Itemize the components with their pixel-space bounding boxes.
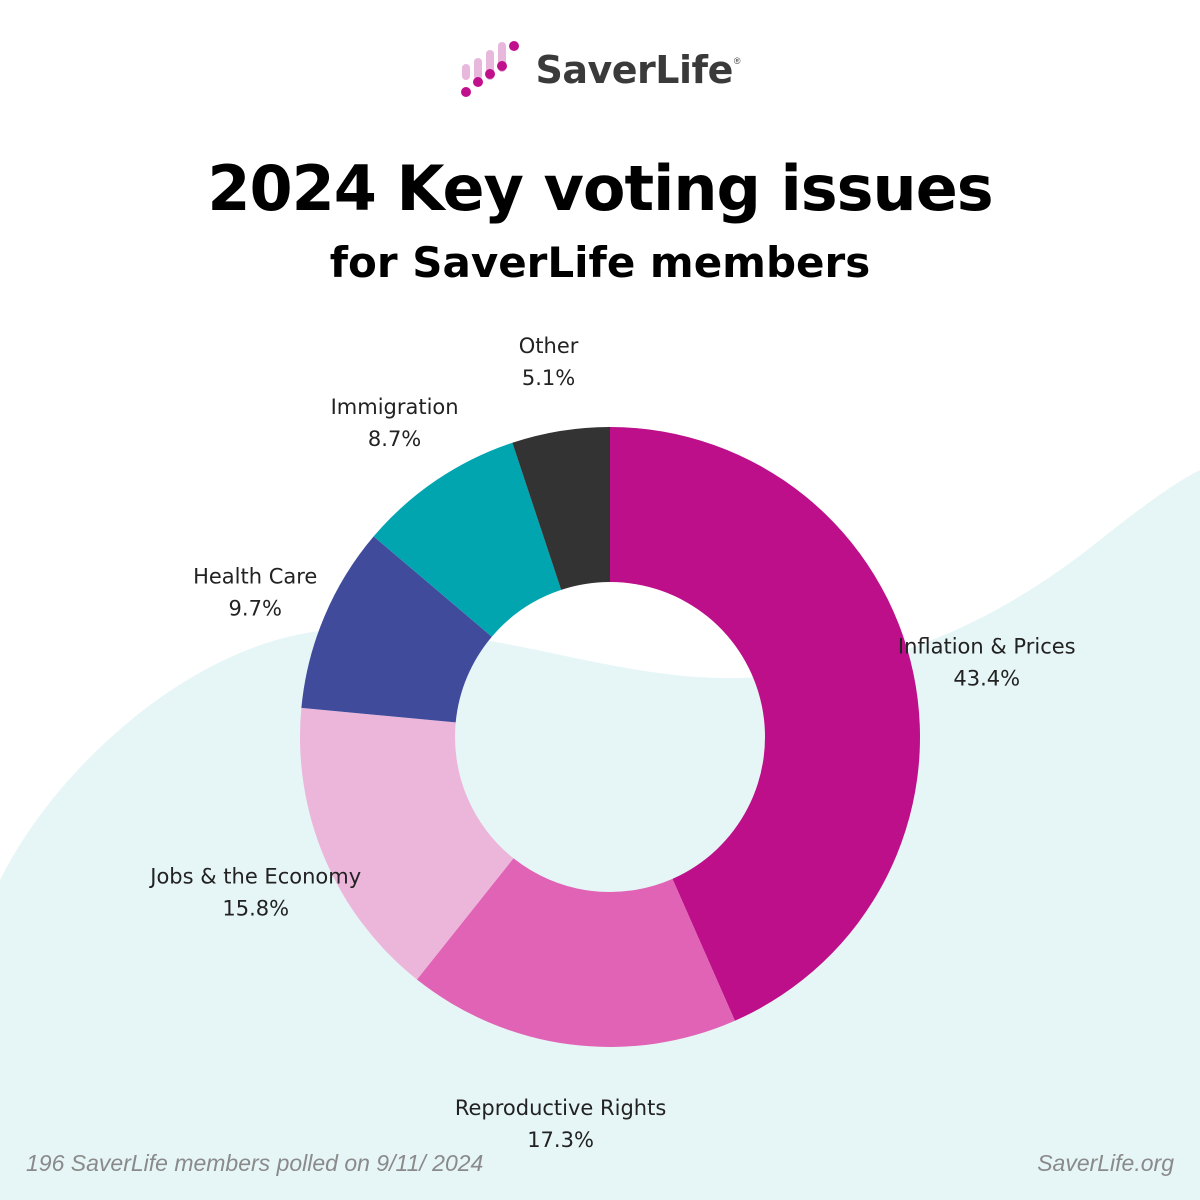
slice-other	[512, 427, 610, 590]
slice-jobs-the-economy	[300, 707, 514, 980]
brand-logo: SaverLife ®	[0, 38, 1200, 102]
slice-value-label: 8.7%	[368, 427, 421, 451]
chart-title: 2024 Key voting issues	[207, 152, 993, 225]
poll-note: 196 SaverLife members polled on 9/11/ 20…	[26, 1150, 484, 1176]
chart-subtitle: for SaverLife members	[329, 238, 871, 287]
slice-value-label: 9.7%	[229, 596, 282, 620]
slice-reproductive-rights	[416, 858, 735, 1047]
slice-label: Immigration	[331, 395, 459, 419]
brand-logo-icon	[460, 41, 519, 97]
slice-health-care	[301, 536, 492, 723]
slice-label: Jobs & the Economy	[148, 865, 361, 889]
slice-immigration	[373, 442, 562, 637]
site-link[interactable]: SaverLife.org	[1037, 1150, 1174, 1176]
slice-label: Health Care	[193, 564, 317, 588]
slice-value-label: 15.8%	[222, 897, 289, 921]
slice-label: Inflation & Prices	[898, 635, 1076, 659]
slice-label: Reproductive Rights	[455, 1096, 666, 1120]
slice-label: Other	[519, 334, 579, 358]
slice-value-label: 5.1%	[522, 366, 575, 390]
slice-inflation-prices	[610, 427, 920, 1021]
donut-hole	[455, 582, 765, 892]
slice-value-label: 17.3%	[527, 1128, 594, 1152]
slice-value-label: 43.4%	[953, 667, 1020, 691]
brand-registered-mark: ®	[733, 56, 741, 66]
brand-name: SaverLife	[535, 48, 734, 92]
